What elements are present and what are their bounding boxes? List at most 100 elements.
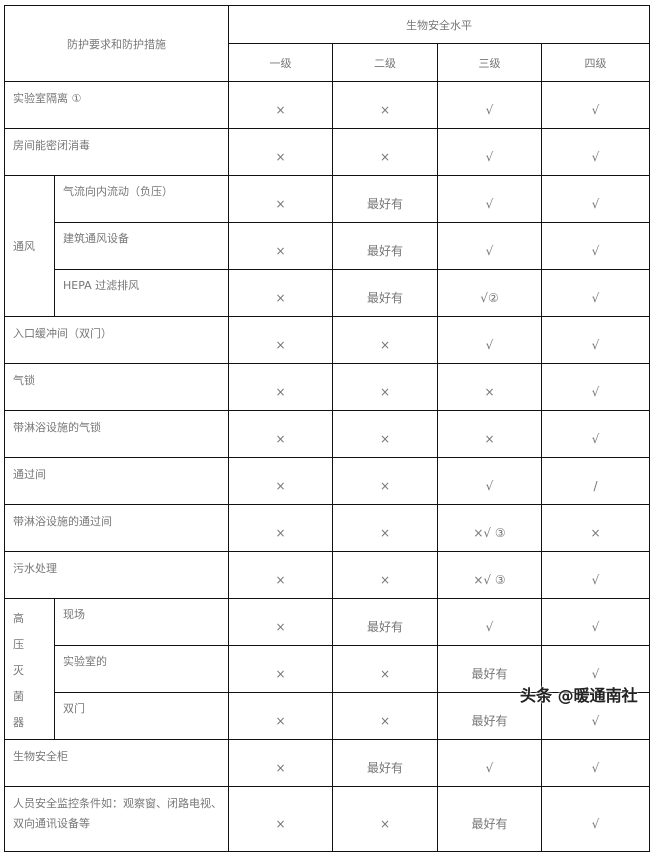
cell-value: × bbox=[275, 290, 286, 305]
level-2-cell: × bbox=[332, 410, 438, 458]
cell-value: √ bbox=[591, 816, 600, 831]
level-1-cell: × bbox=[228, 316, 333, 364]
cell-value: 最好有 bbox=[366, 761, 403, 775]
cell-value: √ bbox=[591, 760, 600, 775]
level-3-cell: √ bbox=[437, 222, 542, 270]
table-row: 带淋浴设施的气锁 × × × √ bbox=[4, 410, 650, 458]
level-3-cell: √ bbox=[437, 316, 542, 364]
level-4-cell: / bbox=[541, 457, 650, 505]
cell-value: √ bbox=[591, 196, 600, 211]
row-label: 带淋浴设施的通过间 bbox=[4, 504, 229, 552]
level-3-cell: √ bbox=[437, 457, 542, 505]
cell-value: ×√ ③ bbox=[473, 525, 506, 540]
header-level-4: 四级 bbox=[541, 43, 650, 82]
cell-value: × bbox=[275, 760, 286, 775]
level-4-cell: √ bbox=[541, 363, 650, 411]
header-level-group: 生物安全水平 bbox=[228, 5, 650, 44]
cell-value: 最好有 bbox=[471, 714, 508, 728]
cell-value: × bbox=[379, 478, 391, 493]
level-3-cell: 最好有 bbox=[437, 786, 542, 852]
level-1-cell: × bbox=[228, 128, 333, 176]
cell-value: √ bbox=[591, 337, 600, 352]
cell-value: √ bbox=[591, 149, 600, 164]
cell-value: × bbox=[379, 525, 391, 540]
row-label: 通过间 bbox=[4, 457, 229, 505]
level-4-cell: √ bbox=[541, 739, 650, 787]
cell-value: × bbox=[275, 713, 286, 728]
cell-value: × bbox=[275, 816, 286, 831]
row-label: 建筑通风设备 bbox=[54, 222, 229, 270]
level-2-cell: × bbox=[332, 504, 438, 552]
level-4-cell: √ bbox=[541, 175, 650, 223]
level-4-cell: × bbox=[541, 504, 650, 552]
cell-value: √ bbox=[485, 760, 494, 775]
level-3-cell: √ bbox=[437, 128, 542, 176]
level-2-cell: 最好有 bbox=[332, 739, 438, 787]
table-row: 通过间 × × √ / bbox=[4, 457, 650, 505]
level-3-cell: √ bbox=[437, 81, 542, 129]
level-2-cell: × bbox=[332, 316, 438, 364]
cell-value: × bbox=[275, 149, 286, 164]
table-row: 气锁 × × × √ bbox=[4, 363, 650, 411]
cell-value: √ bbox=[591, 619, 600, 634]
cell-value: √ bbox=[591, 102, 600, 117]
cell-value: × bbox=[275, 572, 286, 587]
cell-value: × bbox=[379, 337, 391, 352]
cell-value: × bbox=[275, 196, 286, 211]
cell-value: × bbox=[379, 816, 391, 831]
level-3-cell: √② bbox=[437, 269, 542, 317]
biosafety-table: 防护要求和防护措施 生物安全水平 一级 二级 三级 四级 实验室隔离 ① × × √ √… bbox=[4, 5, 650, 852]
level-2-cell: × bbox=[332, 692, 438, 740]
cell-value: × bbox=[275, 525, 286, 540]
row-label: 气锁 bbox=[4, 363, 229, 411]
cell-value: √ bbox=[591, 243, 600, 258]
cell-value: × bbox=[379, 102, 391, 117]
level-3-cell: × bbox=[437, 410, 542, 458]
table-row: 实验室的 × × 最好有 √ bbox=[5, 645, 650, 693]
cell-value: √ bbox=[485, 102, 494, 117]
group-label: 通风 bbox=[4, 175, 55, 317]
row-label: 气流向内流动（负压） bbox=[54, 175, 229, 223]
level-3-cell: ×√ ③ bbox=[437, 504, 542, 552]
cell-value: 最好有 bbox=[366, 620, 403, 634]
level-2-cell: × bbox=[332, 457, 438, 505]
cell-value: 最好有 bbox=[471, 817, 508, 831]
row-label: 双门 bbox=[54, 692, 229, 740]
level-2-cell: × bbox=[332, 81, 438, 129]
cell-value: √ bbox=[485, 337, 494, 352]
level-1-cell: × bbox=[228, 81, 333, 129]
table-row: 通风 气流向内流动（负压） × 最好有 √ √ bbox=[4, 175, 650, 317]
cell-value: 最好有 bbox=[366, 197, 403, 211]
cell-value: × bbox=[379, 713, 391, 728]
header-requirement: 防护要求和防护措施 bbox=[4, 5, 229, 82]
group-label-text: 高压灭菌器 bbox=[13, 612, 34, 729]
header-level-3: 三级 bbox=[437, 43, 542, 82]
level-2-cell: × bbox=[332, 363, 438, 411]
level-4-cell: √ bbox=[541, 269, 650, 317]
cell-value: × bbox=[275, 478, 286, 493]
table-row: 实验室隔离 ① × × √ √ bbox=[4, 81, 650, 129]
level-1-cell: × bbox=[228, 551, 333, 599]
cell-value: × bbox=[275, 384, 286, 399]
cell-value: √② bbox=[480, 290, 499, 305]
row-label: 房间能密闭消毒 bbox=[4, 128, 229, 176]
cell-value: √ bbox=[485, 196, 494, 211]
level-2-cell: × bbox=[332, 551, 438, 599]
level-3-cell: √ bbox=[437, 175, 542, 223]
level-1-cell: × bbox=[228, 222, 333, 270]
cell-value: √ bbox=[485, 478, 494, 493]
cell-value: × bbox=[484, 431, 495, 446]
cell-value: × bbox=[275, 337, 286, 352]
level-3-cell: √ bbox=[437, 598, 542, 646]
level-4-cell: √ bbox=[541, 598, 650, 646]
cell-value: × bbox=[379, 572, 391, 587]
cell-value: × bbox=[275, 102, 286, 117]
watermark: 头条 @暖通南社 bbox=[520, 686, 638, 705]
cell-value: × bbox=[275, 619, 286, 634]
level-2-cell: 最好有 bbox=[332, 598, 438, 646]
table-row: 污水处理 × × ×√ ③ √ bbox=[4, 551, 650, 599]
cell-value: √ bbox=[591, 431, 600, 446]
cell-value: √ bbox=[485, 243, 494, 258]
level-1-cell: × bbox=[228, 363, 333, 411]
level-4-cell: √ bbox=[541, 786, 650, 852]
